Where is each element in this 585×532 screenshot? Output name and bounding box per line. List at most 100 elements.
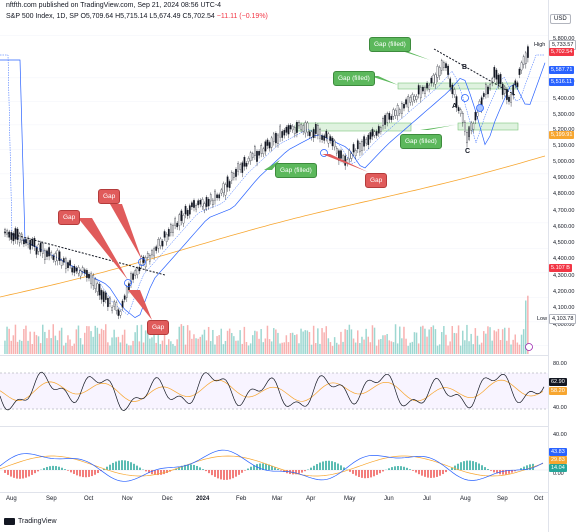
macd-hist-bar <box>340 465 342 470</box>
time-label: Sep <box>46 496 57 502</box>
candle-body <box>222 183 225 193</box>
candle-body <box>56 250 59 261</box>
volume-bar <box>344 329 346 354</box>
volume-bar <box>249 343 252 354</box>
macd-hist-bar <box>310 467 312 470</box>
candle-body <box>365 138 368 144</box>
candle-body <box>67 262 69 269</box>
macd-hist-bar <box>520 468 522 470</box>
volume-bar <box>289 333 292 354</box>
time-axis[interactable] <box>0 492 548 507</box>
macd-hist-bar <box>220 470 222 480</box>
gap-filled-label-1: Gap (filled) <box>275 163 317 178</box>
macd-chart[interactable] <box>0 428 548 490</box>
macd-hist-bar <box>49 466 51 470</box>
gap-pointer-2 <box>110 204 142 260</box>
time-label: Oct <box>84 496 94 502</box>
macd-hist-bar <box>424 470 426 477</box>
volume-bar <box>394 324 397 354</box>
candle-body <box>138 266 141 272</box>
candle-body <box>191 202 193 208</box>
candle-body <box>37 244 40 252</box>
macd-hist-bar <box>505 470 507 475</box>
candle-body <box>445 63 447 69</box>
candle-body <box>434 74 437 85</box>
candle-body <box>86 270 88 278</box>
candle-body <box>281 131 284 138</box>
macd-hist-bar <box>388 468 390 470</box>
candle-body <box>485 84 487 95</box>
candle-body <box>52 255 55 260</box>
candle-body <box>33 238 36 247</box>
currency-button[interactable]: USD <box>550 14 571 24</box>
candle-body <box>113 301 116 307</box>
macd-hist-bar <box>457 463 459 470</box>
volume-bar <box>441 332 443 354</box>
volume-bar <box>161 340 164 354</box>
volume-bar <box>6 326 8 354</box>
volume-bar <box>119 342 122 354</box>
candle-body <box>415 95 418 100</box>
macd-hist-bar <box>115 461 117 470</box>
volume-bar <box>205 340 208 354</box>
time-label: Jul <box>423 496 431 502</box>
macd-hist-bar <box>508 470 510 474</box>
volume-bar <box>382 335 384 354</box>
gap-circle-1 <box>124 279 132 287</box>
price-tick: 5,400.00 <box>553 96 575 103</box>
macd-hist-bar <box>55 466 57 470</box>
volume-bar <box>281 342 283 354</box>
volume-bar <box>29 331 31 354</box>
macd-hist-bar <box>430 470 432 478</box>
macd-hist-bar <box>43 468 45 470</box>
candle-body <box>524 52 527 65</box>
candle-body <box>249 152 252 162</box>
macd-hist-bar <box>325 460 327 470</box>
candle-body <box>419 86 422 99</box>
candle-body <box>245 162 248 167</box>
candle-body <box>455 96 458 108</box>
candle-body <box>186 210 189 216</box>
volume-bar <box>451 326 453 354</box>
macd-hist-bar <box>352 470 354 474</box>
candle-body <box>272 133 275 142</box>
time-label: Dec <box>162 496 173 502</box>
volume-bar <box>453 332 456 354</box>
candle-body <box>413 95 416 101</box>
macd-hist-bar <box>298 470 300 474</box>
volume-bar <box>449 341 451 354</box>
macd-hist-bar <box>481 465 483 470</box>
ma-200-line <box>0 155 546 298</box>
candle-body <box>323 135 326 141</box>
macd-hist-bar <box>7 470 9 475</box>
gap-label-1: Gap <box>58 210 81 225</box>
volume-bar <box>417 343 420 354</box>
macd-hist-bar <box>379 470 381 474</box>
volume-bar <box>132 340 134 354</box>
hist-value: 14.04 <box>549 464 567 472</box>
volume-bar <box>409 342 411 354</box>
volume-bar <box>373 327 376 354</box>
volume-bar <box>321 328 323 354</box>
candle-body <box>382 118 384 127</box>
gap-circle-5 <box>476 104 484 112</box>
rsi-chart[interactable] <box>0 357 548 425</box>
candle-body <box>390 116 393 120</box>
candle-body <box>520 62 523 71</box>
price-chart[interactable] <box>0 22 548 354</box>
volume-bar <box>273 328 275 354</box>
volume-bar <box>44 331 46 354</box>
volume-value: 5.107 B <box>549 264 572 272</box>
macd-hist-bar <box>313 465 315 470</box>
volume-bar <box>111 337 113 354</box>
rsi-tick-80: 80.00 <box>553 361 567 367</box>
candle-body <box>134 270 137 276</box>
candle-body <box>170 224 172 233</box>
candle-body <box>226 176 229 188</box>
volume-bar <box>430 326 432 354</box>
volume-bar <box>138 341 141 354</box>
volume-bar <box>315 343 317 354</box>
volume-bar <box>224 340 227 354</box>
candle-body <box>340 150 342 159</box>
macd-hist-bar <box>394 466 396 470</box>
